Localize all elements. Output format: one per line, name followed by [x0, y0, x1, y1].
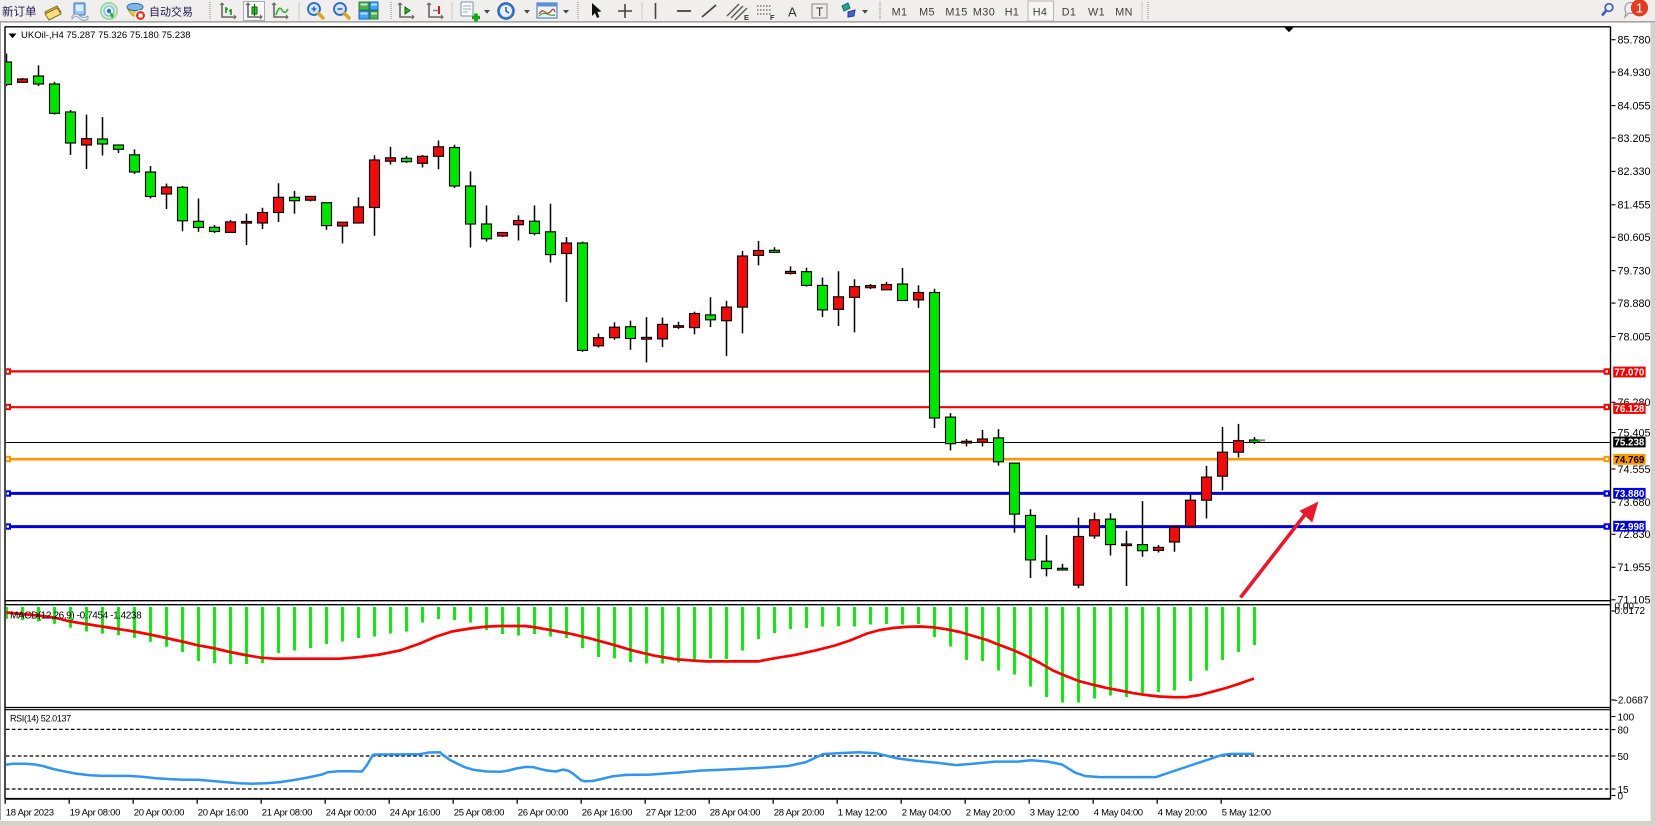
svg-text:72.830: 72.830	[1618, 529, 1651, 541]
svg-text:5 May 12:00: 5 May 12:00	[1222, 808, 1271, 819]
svg-text:D1: D1	[1062, 6, 1077, 18]
svg-text:83.205: 83.205	[1618, 133, 1651, 145]
svg-text:73.880: 73.880	[1614, 489, 1645, 500]
svg-text:18 Apr 2023: 18 Apr 2023	[6, 808, 54, 819]
svg-text:新订单: 新订单	[2, 5, 37, 19]
svg-text:79.730: 79.730	[1618, 266, 1651, 278]
svg-text:78.880: 78.880	[1618, 298, 1651, 310]
svg-text:81.455: 81.455	[1618, 200, 1651, 212]
svg-text:W1: W1	[1088, 6, 1105, 18]
svg-text:100: 100	[1618, 712, 1635, 723]
svg-text:75.405: 75.405	[1618, 427, 1651, 439]
svg-text:71.955: 71.955	[1618, 562, 1651, 574]
svg-text:85.780: 85.780	[1618, 35, 1651, 47]
svg-text:MN: MN	[1115, 6, 1133, 18]
svg-text:20 Apr 16:00: 20 Apr 16:00	[198, 808, 248, 819]
svg-text:1 May 12:00: 1 May 12:00	[838, 808, 887, 819]
svg-text:24 Apr 00:00: 24 Apr 00:00	[326, 808, 376, 819]
svg-text:73.680: 73.680	[1618, 497, 1651, 509]
svg-text:-2.0687: -2.0687	[1615, 696, 1649, 707]
svg-text:3 May 12:00: 3 May 12:00	[1030, 808, 1079, 819]
svg-text:25 Apr 08:00: 25 Apr 08:00	[454, 808, 504, 819]
svg-text:74.555: 74.555	[1618, 464, 1651, 476]
svg-text:H1: H1	[1005, 6, 1020, 18]
svg-text:M15: M15	[945, 6, 967, 18]
svg-text:84.055: 84.055	[1618, 100, 1651, 112]
svg-text:82.330: 82.330	[1618, 166, 1651, 178]
svg-text:H4: H4	[1033, 6, 1048, 18]
svg-text:50: 50	[1618, 752, 1630, 763]
svg-text:UKOil-,H4 75.287 75.326 75.18: UKOil-,H4 75.287 75.326 75.180 75.238	[21, 30, 191, 41]
svg-text:T: T	[816, 5, 824, 19]
svg-text:26 Apr 00:00: 26 Apr 00:00	[518, 808, 568, 819]
svg-text:72.998: 72.998	[1614, 522, 1645, 533]
svg-text:27 Apr 12:00: 27 Apr 12:00	[646, 808, 696, 819]
svg-text:0.0172: 0.0172	[1615, 606, 1646, 617]
svg-text:80.605: 80.605	[1618, 232, 1651, 244]
svg-text:1: 1	[1636, 0, 1643, 15]
svg-text:4 May 04:00: 4 May 04:00	[1094, 808, 1143, 819]
svg-text:28 Apr 20:00: 28 Apr 20:00	[774, 808, 824, 819]
svg-text:E: E	[744, 13, 749, 22]
svg-text:M30: M30	[973, 6, 995, 18]
svg-text:28 Apr 04:00: 28 Apr 04:00	[710, 808, 760, 819]
svg-text:0: 0	[1618, 791, 1624, 802]
svg-text:M1: M1	[892, 6, 908, 18]
svg-text:19 Apr 08:00: 19 Apr 08:00	[70, 808, 120, 819]
svg-text:M5: M5	[919, 6, 935, 18]
svg-text:24 Apr 16:00: 24 Apr 16:00	[390, 808, 440, 819]
svg-text:26 Apr 16:00: 26 Apr 16:00	[582, 808, 632, 819]
svg-text:4 May 20:00: 4 May 20:00	[1158, 808, 1207, 819]
svg-text:75.238: 75.238	[1614, 438, 1645, 449]
svg-text:21 Apr 08:00: 21 Apr 08:00	[262, 808, 312, 819]
svg-text:71.105: 71.105	[1618, 595, 1651, 607]
svg-text:78.005: 78.005	[1618, 331, 1651, 343]
svg-text:A: A	[788, 5, 797, 20]
svg-text:74.769: 74.769	[1614, 455, 1645, 466]
svg-text:77.070: 77.070	[1614, 368, 1645, 379]
svg-text:RSI(14) 52.0137: RSI(14) 52.0137	[10, 714, 71, 724]
svg-text:20 Apr 00:00: 20 Apr 00:00	[134, 808, 184, 819]
svg-text:2 May 04:00: 2 May 04:00	[902, 808, 951, 819]
svg-text:F: F	[770, 13, 775, 22]
svg-text:2 May 20:00: 2 May 20:00	[966, 808, 1015, 819]
svg-text:15: 15	[1618, 785, 1630, 796]
svg-text:84.930: 84.930	[1618, 67, 1651, 79]
svg-text:76.128: 76.128	[1614, 404, 1645, 415]
svg-text:MACD(12,26,9) -0.7454 -1.4238: MACD(12,26,9) -0.7454 -1.4238	[10, 611, 142, 622]
svg-text:自动交易: 自动交易	[149, 5, 193, 19]
svg-text:0.00: 0.00	[1615, 602, 1635, 613]
svg-text:80: 80	[1618, 725, 1630, 736]
